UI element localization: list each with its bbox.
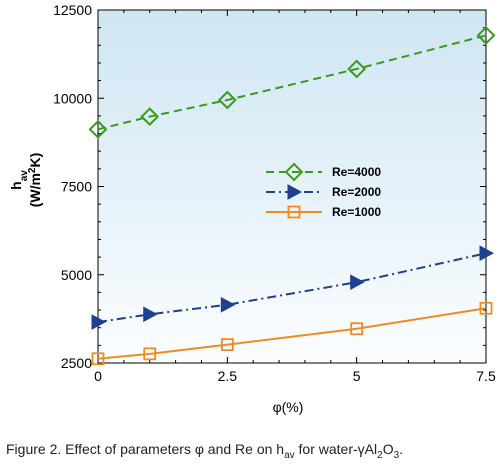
series-re-2000 (91, 245, 495, 330)
series-line (97, 34, 487, 131)
caption-prefix: Figure 2. Effect of parameters φ and Re … (6, 441, 285, 457)
legend-label: Re=1000 (332, 205, 381, 219)
x-tick-label: 7.5 (476, 368, 496, 384)
figure-caption: Figure 2. Effect of parameters φ and Re … (6, 441, 496, 461)
legend-item: Re=4000 (266, 162, 381, 182)
legend-marker (287, 205, 301, 219)
caption-sub-av: av (284, 449, 295, 461)
series-re-1000 (91, 301, 493, 366)
data-point (143, 347, 157, 361)
caption-sub-2: 2 (377, 449, 383, 461)
data-point (140, 107, 160, 127)
caption-sub-3: 3 (393, 449, 400, 461)
y-tick-label: 12500 (53, 2, 92, 18)
legend: Re=4000 Re=2000 Re=1000 (266, 162, 381, 219)
legend-marker (287, 184, 303, 200)
data-point (479, 301, 493, 315)
legend-item: Re=2000 (266, 184, 381, 200)
data-point (350, 322, 364, 336)
x-tick-label: 5 (353, 368, 361, 384)
data-point (347, 59, 367, 79)
y-tick-label: 5000 (61, 267, 92, 283)
x-tick-label: 0 (94, 368, 102, 384)
legend-item: Re=1000 (266, 205, 381, 219)
y-axis-label-unit: (W/m2K) (27, 153, 44, 208)
plot-area (98, 10, 486, 363)
data-point (88, 119, 108, 139)
legend-marker (284, 162, 304, 182)
legend-label: Re=4000 (332, 165, 381, 179)
data-point (220, 296, 236, 313)
data-point (143, 306, 158, 323)
y-tick-label: 10000 (53, 90, 92, 106)
data-point (91, 352, 105, 366)
legend-label: Re=2000 (332, 185, 381, 199)
series-line (97, 307, 487, 360)
y-tick-label: 2500 (61, 355, 92, 371)
caption-mid: for water-γAl (294, 441, 378, 457)
caption-suffix: . (399, 441, 404, 457)
x-tick-label: 2.5 (218, 368, 238, 384)
y-axis-label: hav(W/m2K) (8, 153, 43, 208)
series-re-4000 (88, 26, 496, 139)
caption-mid2: O (382, 441, 394, 457)
data-point (476, 26, 496, 45)
data-point (217, 90, 237, 110)
x-axis-label: φ(%) (273, 399, 304, 415)
data-point (91, 314, 107, 330)
data-point (220, 338, 234, 352)
y-tick-label: 7500 (61, 179, 92, 195)
data-point (350, 274, 365, 291)
y-axis-label-symbol: hav (8, 170, 30, 190)
series-line (97, 252, 487, 324)
data-point (479, 245, 495, 262)
